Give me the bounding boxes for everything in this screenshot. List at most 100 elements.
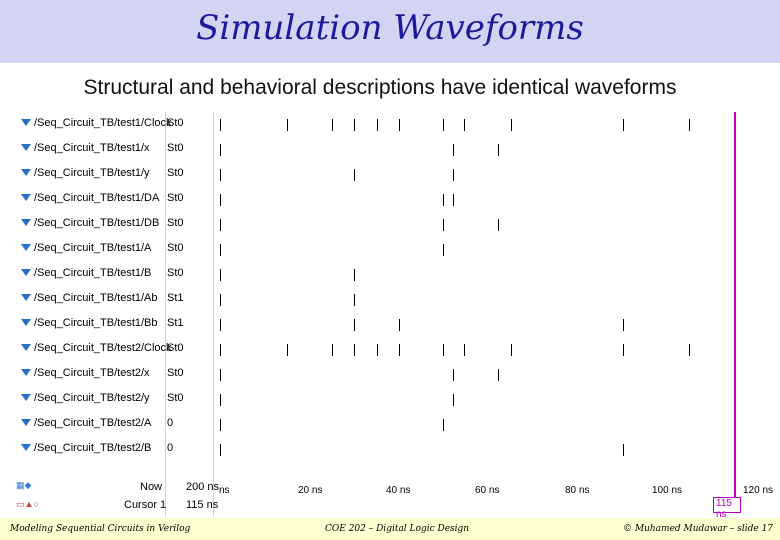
signal-value: St0 [167, 192, 184, 204]
footer-right: © Muhamed Mudawar – slide 17 [623, 524, 774, 534]
waveform-transition [377, 119, 378, 131]
waveform-transition [464, 119, 465, 131]
signal-name[interactable]: /Seq_Circuit_TB/test1/y [34, 167, 150, 179]
signal-value: St0 [167, 117, 184, 129]
waveform-transition [220, 144, 221, 156]
signal-row[interactable]: /Seq_Circuit_TB/test2/y St0 [10, 387, 215, 412]
waveform-transition [220, 219, 221, 231]
waveform-transition [443, 419, 444, 431]
signal-row[interactable]: /Seq_Circuit_TB/test2/Clock St0 [10, 337, 215, 362]
signal-row[interactable]: /Seq_Circuit_TB/test1/y St0 [10, 162, 215, 187]
signal-expand-icon[interactable] [21, 344, 31, 351]
signal-value: St0 [167, 267, 184, 279]
signal-value: St0 [167, 392, 184, 404]
signal-expand-icon[interactable] [21, 219, 31, 226]
time-ruler-label: 80 ns [565, 485, 590, 496]
footer-center: COE 202 – Digital Logic Design [325, 524, 470, 534]
signal-row[interactable]: /Seq_Circuit_TB/test1/A St0 [10, 237, 215, 262]
waveform-transition [498, 369, 499, 381]
signal-value: 0 [167, 417, 174, 429]
signal-expand-icon[interactable] [21, 444, 31, 451]
signal-name[interactable]: /Seq_Circuit_TB/test1/DA [34, 192, 160, 204]
signal-row[interactable]: /Seq_Circuit_TB/test1/DB St0 [10, 212, 215, 237]
signal-value: St1 [167, 292, 184, 304]
signal-expand-icon[interactable] [21, 394, 31, 401]
time-ruler-label: ns [219, 485, 230, 496]
waveform-transition [354, 269, 355, 281]
waveform-transition [287, 344, 288, 356]
waveform-transition [354, 294, 355, 306]
waveform-transition [377, 344, 378, 356]
signal-expand-icon[interactable] [21, 169, 31, 176]
cursor-1-tag-text: 115 ns [716, 498, 732, 520]
signal-name[interactable]: /Seq_Circuit_TB/test2/A [34, 417, 152, 429]
waveform-transition [453, 194, 454, 206]
waveform-transition [332, 344, 333, 356]
signal-name[interactable]: /Seq_Circuit_TB/test2/Clock [34, 342, 172, 354]
signal-expand-icon[interactable] [21, 419, 31, 426]
waveform-transition [220, 244, 221, 256]
name-column-divider[interactable] [165, 112, 166, 517]
waveform-transition [623, 119, 624, 131]
now-value: 200 ns [186, 481, 220, 493]
signal-name[interactable]: /Seq_Circuit_TB/test2/B [34, 442, 152, 454]
slide-title: Simulation Waveforms [196, 8, 584, 48]
signal-row[interactable]: /Seq_Circuit_TB/test1/B St0 [10, 262, 215, 287]
waveform-transition [220, 294, 221, 306]
waveform-transition [443, 344, 444, 356]
cursor-1-tag[interactable]: 115 ns [713, 497, 741, 520]
waveform-panel[interactable]: /Seq_Circuit_TB/test1/Clock St0/Seq_Circu… [10, 112, 780, 517]
value-column-divider[interactable] [213, 112, 214, 517]
signal-name[interactable]: /Seq_Circuit_TB/test1/DB [34, 217, 160, 229]
time-ruler-label: 120 ns [743, 485, 774, 496]
waveform-transition [498, 144, 499, 156]
waveform-transition [443, 194, 444, 206]
time-ruler-label: 60 ns [475, 485, 500, 496]
waveform-transition [464, 344, 465, 356]
signal-row[interactable]: /Seq_Circuit_TB/test1/DA St0 [10, 187, 215, 212]
waveform-transition [689, 344, 690, 356]
signal-expand-icon[interactable] [21, 294, 31, 301]
signal-expand-icon[interactable] [21, 144, 31, 151]
waveform-transition [220, 319, 221, 331]
cursor-1-label: Cursor 1 [124, 499, 167, 511]
signal-name[interactable]: /Seq_Circuit_TB/test1/B [34, 267, 152, 279]
signal-row[interactable]: /Seq_Circuit_TB/test2/A 0 [10, 412, 215, 437]
signal-name[interactable]: /Seq_Circuit_TB/test1/A [34, 242, 152, 254]
toolbar-icons-2[interactable]: ▭▲○ [16, 499, 39, 509]
signal-expand-icon[interactable] [21, 119, 31, 126]
waveform-transition [220, 369, 221, 381]
signal-value: St0 [167, 142, 184, 154]
signal-row[interactable]: /Seq_Circuit_TB/test1/Ab St1 [10, 287, 215, 312]
signal-name[interactable]: /Seq_Circuit_TB/test2/x [34, 367, 150, 379]
waveform-transition [443, 219, 444, 231]
signal-name[interactable]: /Seq_Circuit_TB/test1/Ab [34, 292, 158, 304]
signal-expand-icon[interactable] [21, 194, 31, 201]
cursor-1-line[interactable] [734, 112, 736, 502]
signal-name[interactable]: /Seq_Circuit_TB/test1/Clock [34, 117, 172, 129]
waveform-transition [453, 394, 454, 406]
waveform-transition [443, 244, 444, 256]
signal-row[interactable]: /Seq_Circuit_TB/test2/x St0 [10, 362, 215, 387]
waveform-transition [220, 194, 221, 206]
waveform-transition [287, 119, 288, 131]
waveform-transition [220, 119, 221, 131]
signal-row[interactable]: /Seq_Circuit_TB/test1/Bb St1 [10, 312, 215, 337]
footer: Modeling Sequential Circuits in Verilog … [0, 518, 780, 540]
time-ruler-label: 100 ns [652, 485, 683, 496]
toolbar-icons[interactable]: ▦◆ [16, 480, 32, 490]
signal-value: 0 [167, 442, 174, 454]
signal-expand-icon[interactable] [21, 269, 31, 276]
signal-row[interactable]: /Seq_Circuit_TB/test1/x St0 [10, 137, 215, 162]
signal-value: St0 [167, 242, 184, 254]
signal-expand-icon[interactable] [21, 319, 31, 326]
signal-name[interactable]: /Seq_Circuit_TB/test1/Bb [34, 317, 158, 329]
signal-name[interactable]: /Seq_Circuit_TB/test2/y [34, 392, 150, 404]
signal-row[interactable]: /Seq_Circuit_TB/test1/Clock St0 [10, 112, 215, 137]
waveform-transition [220, 444, 221, 456]
signal-expand-icon[interactable] [21, 244, 31, 251]
signal-expand-icon[interactable] [21, 369, 31, 376]
waveform-transition [623, 344, 624, 356]
signal-row[interactable]: /Seq_Circuit_TB/test2/B 0 [10, 437, 215, 462]
signal-name[interactable]: /Seq_Circuit_TB/test1/x [34, 142, 150, 154]
